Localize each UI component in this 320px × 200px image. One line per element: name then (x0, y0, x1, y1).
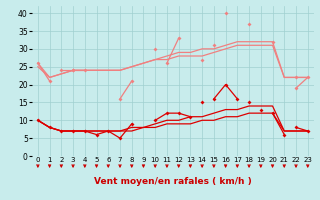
X-axis label: Vent moyen/en rafales ( km/h ): Vent moyen/en rafales ( km/h ) (94, 177, 252, 186)
